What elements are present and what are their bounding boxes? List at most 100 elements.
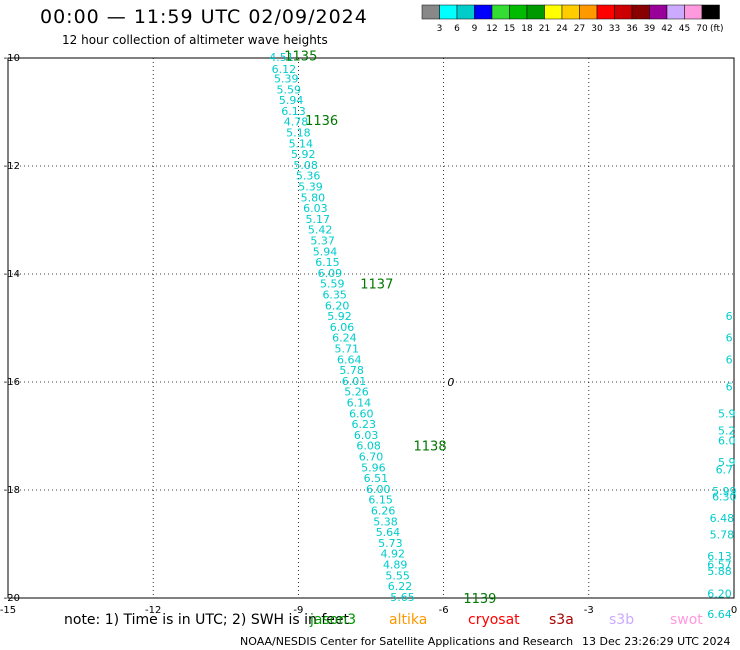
wave-height-value: 5.08 xyxy=(293,159,318,172)
wave-height-value: 6.20 xyxy=(707,588,732,601)
satellite-name-s3b: s3b xyxy=(609,612,635,628)
lon-tick-label: -12 xyxy=(145,605,161,616)
wave-height-value: 6.57 xyxy=(707,559,732,572)
lat-tick-label: -20 xyxy=(4,593,20,604)
wave-height-value: 5.39 xyxy=(298,181,323,194)
satellite-name-cryosat: cryosat xyxy=(468,612,520,628)
wave-height-value: 6 xyxy=(726,332,733,345)
map-title: 00:00 — 11:59 UTC 02/09/2024 xyxy=(40,6,368,28)
footer-credit: NOAA/NESDIS Center for Satellite Applica… xyxy=(240,635,574,648)
wave-height-value: 6.20 xyxy=(325,299,350,312)
legend-label: 24 xyxy=(556,24,568,34)
wave-height-value: 6.03 xyxy=(303,202,328,215)
legend-label: 27 xyxy=(574,24,585,34)
wave-height-value: 6.14 xyxy=(347,397,372,410)
wave-height-value: 6.60 xyxy=(349,407,374,420)
wave-height-value: 6.35 xyxy=(322,289,347,302)
wave-height-value: 6 xyxy=(726,353,733,366)
lon-tick-label: -3 xyxy=(584,605,594,616)
lat-tick-label: -12 xyxy=(4,161,20,172)
legend-label: 45 xyxy=(679,24,690,34)
legend-label: 6 xyxy=(454,24,460,34)
legend-label: 42 xyxy=(661,24,672,34)
wave-height-value: 5.59 xyxy=(320,278,345,291)
wave-height-value: 5.37 xyxy=(310,235,335,248)
map-frame xyxy=(7,57,735,599)
wave-height-value: 5.39 xyxy=(274,73,299,86)
wave-height-value: 5.9 xyxy=(718,456,736,469)
legend-label: 30 xyxy=(591,24,603,34)
wave-height-value: 5.2 xyxy=(718,425,736,438)
lat-tick-label: -14 xyxy=(4,269,20,280)
wave-height-value: 6.0 xyxy=(718,434,736,447)
wave-height-value: 6.24 xyxy=(332,332,357,345)
wave-height-value: 5.59 xyxy=(276,83,301,96)
wave-height-value: 4.51 xyxy=(269,51,294,64)
wave-height-value: 5.71 xyxy=(335,343,360,356)
legend-label: 9 xyxy=(472,24,478,34)
legend-unit: (ft) xyxy=(710,24,724,34)
wave-height-value: 5.94 xyxy=(313,245,338,258)
legend-label: 70 xyxy=(696,24,708,34)
wave-height-value: 5.38 xyxy=(373,515,398,528)
wave-height-value: 5.55 xyxy=(385,569,410,582)
wave-height-value: 6.51 xyxy=(364,472,389,485)
wave-height-value: 6.15 xyxy=(368,494,393,507)
legend-swatch xyxy=(701,4,720,20)
wave-height-value: 6.70 xyxy=(359,451,384,464)
lon-tick-label: -15 xyxy=(0,605,16,616)
wave-height-value: 6.48 xyxy=(710,512,735,525)
lon-tick-label: 0 xyxy=(731,605,737,616)
wave-height-value: 5.18 xyxy=(286,127,311,140)
map-subtitle: 12 hour collection of altimeter wave hei… xyxy=(62,33,328,47)
wave-height-value: 6.13 xyxy=(707,550,732,563)
wave-height-value: 6.7 xyxy=(716,463,734,476)
wave-height-value: 6 xyxy=(726,380,733,393)
wave-height-value: 5.80 xyxy=(301,191,326,204)
pass-number-label: 1137 xyxy=(360,278,393,293)
wave-height-value: 5.94 xyxy=(279,94,304,107)
wave-height-value: 6.64 xyxy=(707,608,732,621)
footer-timestamp: 13 Dec 23:26:29 UTC 2024 xyxy=(582,635,731,648)
wave-height-value: 5.78 xyxy=(339,364,364,377)
legend-label: 39 xyxy=(644,24,656,34)
wave-height-value: 5.36 xyxy=(296,170,321,183)
satellite-name-altika: altika xyxy=(389,612,428,628)
wave-height-value: 5.26 xyxy=(344,386,369,399)
wave-height-value: 5.17 xyxy=(306,213,331,226)
lat-tick-label: -16 xyxy=(4,377,20,388)
wave-height-value: 6.26 xyxy=(371,505,396,518)
wave-height-value: 6.15 xyxy=(315,256,340,269)
legend-label: 18 xyxy=(521,24,533,34)
wave-height-value: 6.13 xyxy=(281,105,306,118)
wave-height-value: 6.06 xyxy=(330,321,355,334)
wave-height-value: 6.03 xyxy=(354,429,379,442)
wave-height-value: 6.08 xyxy=(356,440,381,453)
pass-number-label: 1139 xyxy=(463,592,496,607)
wave-height-value: 5.92 xyxy=(327,310,352,323)
wave-height-value: 5.42 xyxy=(308,224,333,237)
satellite-name-jason3: jason3 xyxy=(310,612,357,628)
wave-height-value: 5.64 xyxy=(376,526,401,539)
wave-height-value: 4.92 xyxy=(381,548,406,561)
wave-height-value: 6.22 xyxy=(388,580,413,593)
wave-height-value: 6.01 xyxy=(342,375,367,388)
wave-height-value: 6.00 xyxy=(366,483,391,496)
wave-height-value: 6.12 xyxy=(272,63,297,76)
wave-height-value: 6.64 xyxy=(337,353,362,366)
wave-height-value: 5.92 xyxy=(291,148,316,161)
wave-height-value: 5.65 xyxy=(390,591,415,604)
legend-label: 3 xyxy=(437,24,443,34)
wave-height-value: 5.78 xyxy=(710,528,735,541)
wave-height-value: 6.09 xyxy=(318,267,343,280)
wave-height-value: 6 xyxy=(726,310,733,323)
wave-height-value: 5.14 xyxy=(289,137,314,150)
wave-height-color-legend: 3 6 9 12 15 18 21 24 27 30 33 36 39 42 45 70 (ft) xyxy=(421,4,724,34)
wave-height-value: 5.96 xyxy=(361,461,386,474)
satellite-name-swot: swot xyxy=(670,612,703,628)
lat-tick-label: -18 xyxy=(4,485,20,496)
legend-label: 12 xyxy=(486,24,497,34)
legend-label: 33 xyxy=(609,24,620,34)
lon-tick-label: -9 xyxy=(293,605,303,616)
